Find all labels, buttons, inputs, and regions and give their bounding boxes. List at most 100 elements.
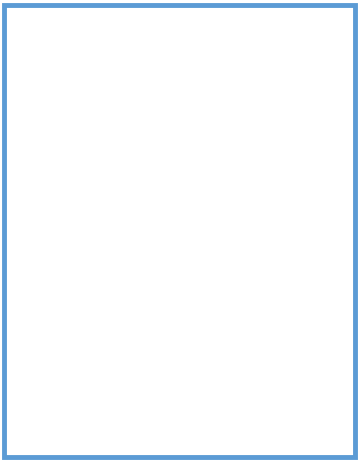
Text: 1: 1: [212, 102, 219, 112]
Text: 4: 4: [47, 302, 53, 312]
Text: 1: 1: [212, 402, 219, 412]
Text: 5: 5: [252, 302, 258, 312]
Text: 16: 16: [209, 124, 222, 134]
Text: x: x: [67, 313, 73, 323]
Text: 6.: 6.: [190, 213, 200, 223]
Text: x: x: [67, 363, 73, 373]
Text: =: =: [274, 363, 282, 373]
Text: 1: 1: [212, 352, 219, 362]
Text: 4: 4: [87, 374, 93, 384]
Text: 14: 14: [249, 174, 261, 184]
Text: 14: 14: [44, 374, 56, 384]
Text: 7: 7: [87, 402, 93, 412]
Text: 9: 9: [47, 174, 53, 184]
Text: 25: 25: [84, 224, 96, 234]
Text: 15: 15: [209, 224, 222, 234]
Text: 1.: 1.: [25, 113, 35, 123]
Text: 3: 3: [87, 302, 93, 312]
Text: 5.: 5.: [25, 213, 35, 223]
Text: 7: 7: [212, 274, 219, 284]
Text: 20: 20: [209, 174, 222, 184]
Text: =: =: [108, 313, 117, 323]
Text: 14.: 14.: [190, 413, 207, 423]
Text: x: x: [67, 413, 73, 423]
Text: 1: 1: [87, 352, 93, 362]
Text: 21: 21: [84, 424, 96, 434]
Text: =: =: [108, 113, 117, 123]
Text: Grade 5 Fractions Worksheet: Grade 5 Fractions Worksheet: [25, 76, 166, 87]
Text: 1: 1: [87, 152, 93, 162]
Text: 2: 2: [252, 352, 258, 362]
Text: 3: 3: [252, 202, 258, 212]
Text: x: x: [232, 313, 238, 323]
Text: x: x: [67, 113, 73, 123]
Text: 13.: 13.: [25, 413, 42, 423]
Text: Online reading & math for K-5: Online reading & math for K-5: [25, 444, 151, 452]
Text: 7.: 7.: [25, 263, 35, 273]
Text: x: x: [232, 113, 238, 123]
Text: 18: 18: [249, 274, 261, 284]
Text: x: x: [232, 213, 238, 223]
Text: =: =: [108, 213, 117, 223]
Text: 8: 8: [47, 324, 53, 334]
Text: 3.: 3.: [25, 163, 35, 173]
Text: 11: 11: [209, 324, 222, 334]
Text: 2: 2: [87, 174, 93, 184]
Text: 2: 2: [47, 352, 53, 362]
Text: 21: 21: [249, 124, 261, 134]
Text: 4: 4: [87, 324, 93, 334]
Text: =: =: [108, 163, 117, 173]
Text: 2: 2: [87, 102, 93, 112]
Text: 3: 3: [87, 252, 93, 262]
Text: x: x: [232, 413, 238, 423]
Text: 11: 11: [209, 152, 222, 162]
Text: Learning: Learning: [56, 17, 111, 27]
Text: 3: 3: [212, 302, 219, 312]
Text: =: =: [274, 313, 282, 323]
Text: =: =: [108, 413, 117, 423]
Text: 7: 7: [47, 402, 53, 412]
Text: 10: 10: [84, 124, 96, 134]
Text: 3: 3: [212, 202, 219, 212]
Text: 3: 3: [212, 424, 219, 434]
Text: 5: 5: [252, 374, 258, 384]
Text: 9: 9: [252, 324, 258, 334]
Text: 9: 9: [252, 424, 258, 434]
Text: x: x: [67, 263, 73, 273]
Text: 4.: 4.: [190, 163, 200, 173]
Text: 7: 7: [47, 202, 53, 212]
Text: =: =: [274, 163, 282, 173]
Text: 2: 2: [47, 252, 53, 262]
FancyBboxPatch shape: [23, 7, 52, 32]
Text: ©  www.k5learning.com: © www.k5learning.com: [240, 444, 341, 452]
Text: x: x: [232, 363, 238, 373]
Text: 11: 11: [84, 202, 96, 212]
Text: =: =: [274, 113, 282, 123]
Text: x: x: [67, 213, 73, 223]
Text: x: x: [67, 163, 73, 173]
Text: Find the product.: Find the product.: [25, 90, 114, 100]
Text: 8.: 8.: [190, 263, 200, 273]
Text: 2: 2: [252, 402, 258, 412]
Text: =: =: [274, 213, 282, 223]
Text: x: x: [232, 263, 238, 273]
Text: 9.: 9.: [25, 313, 35, 323]
Text: 8: 8: [47, 152, 53, 162]
Text: x: x: [232, 163, 238, 173]
Text: 4: 4: [252, 152, 258, 162]
Text: 6: 6: [87, 274, 93, 284]
Text: 10.: 10.: [190, 313, 207, 323]
Text: 12.: 12.: [190, 363, 207, 373]
Text: Multiplying fractions (denominators 2-25): Multiplying fractions (denominators 2-25…: [25, 56, 321, 69]
Text: 15: 15: [249, 252, 261, 262]
Text: K5: K5: [31, 14, 45, 25]
Text: 18: 18: [44, 224, 56, 234]
Text: 10: 10: [44, 424, 56, 434]
Text: 12: 12: [44, 124, 56, 134]
Text: 7: 7: [252, 102, 258, 112]
Text: 6: 6: [47, 102, 53, 112]
Text: =: =: [108, 363, 117, 373]
Text: 5: 5: [212, 252, 219, 262]
Text: 4: 4: [47, 274, 53, 284]
Text: 2.: 2.: [190, 113, 200, 123]
